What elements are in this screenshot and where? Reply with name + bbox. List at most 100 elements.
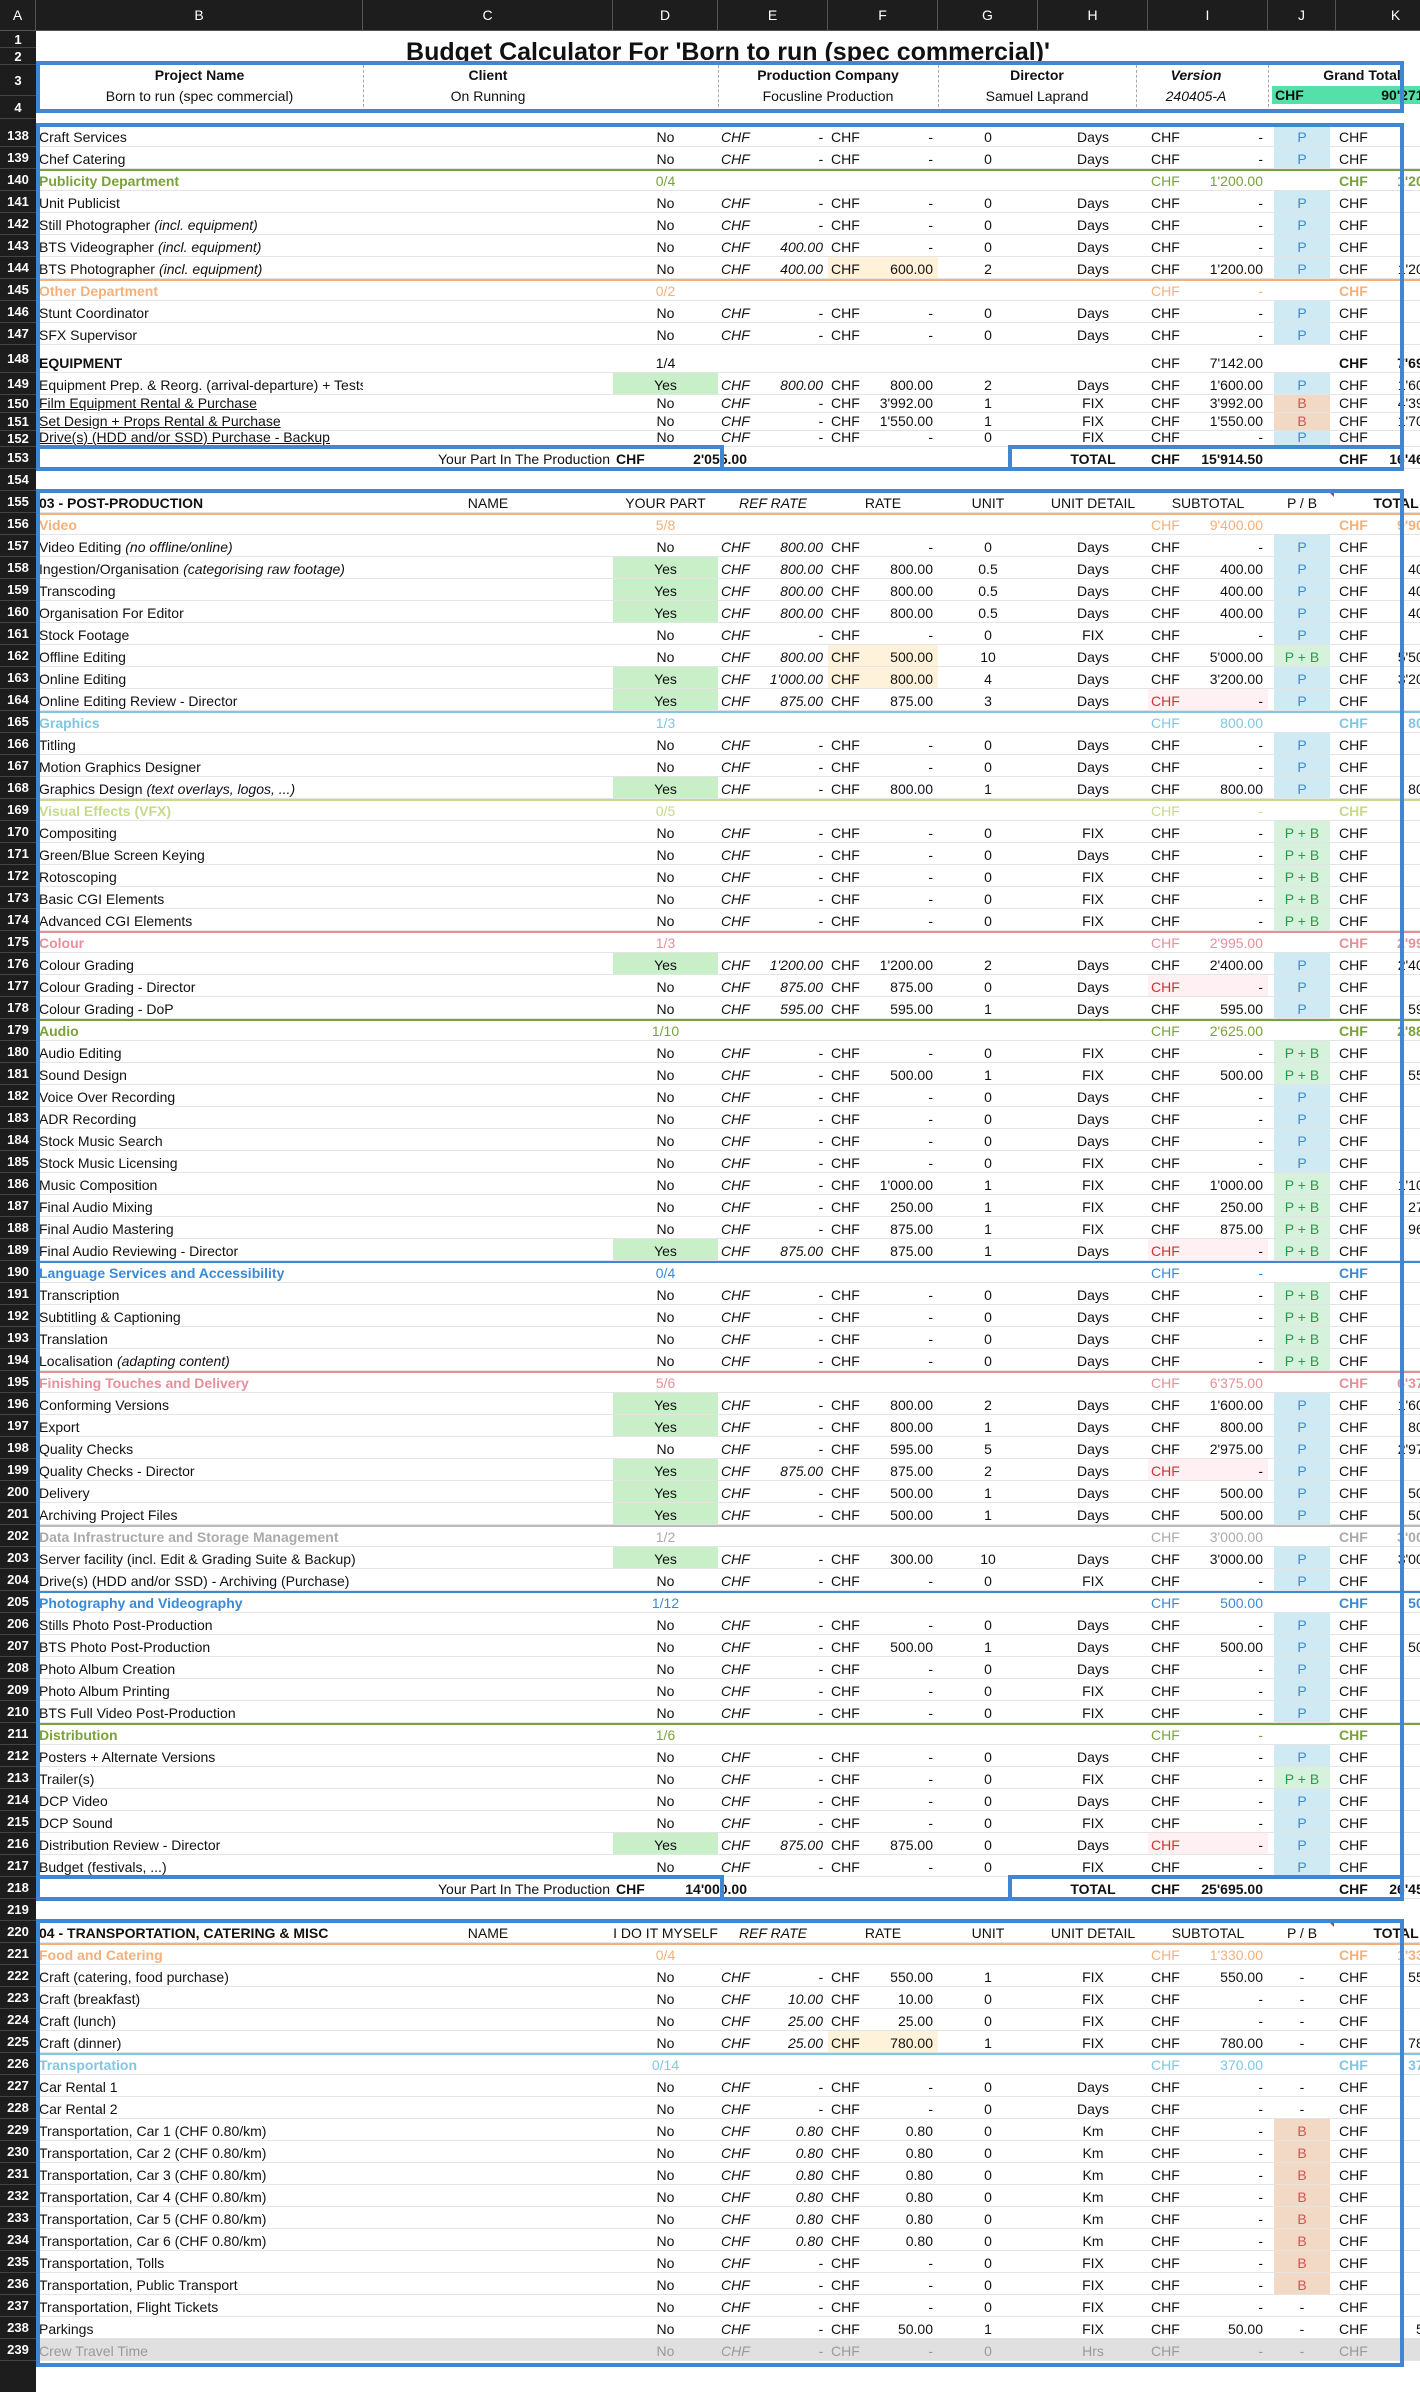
unit-cell[interactable]: 0 (984, 2211, 992, 2227)
row-number[interactable]: 200 (0, 1481, 36, 1503)
pb-cell[interactable]: P (1274, 191, 1330, 212)
pb-cell[interactable]: P (1274, 733, 1330, 754)
row-number[interactable]: 170 (0, 821, 36, 843)
unit-detail-cell[interactable]: Days (1077, 239, 1109, 255)
unit-detail-cell[interactable]: FIX (1082, 2035, 1104, 2051)
unit-detail-cell[interactable]: Days (1077, 1089, 1109, 1105)
unit-cell[interactable]: 1 (984, 1969, 992, 1985)
your-part-cell[interactable]: No (656, 1067, 675, 1083)
pb-cell[interactable]: P (1274, 601, 1330, 622)
pb-cell[interactable]: P (1274, 257, 1330, 278)
row-number[interactable]: 189 (0, 1239, 36, 1261)
unit-cell[interactable]: 0 (984, 1771, 992, 1787)
unit-detail-cell[interactable]: FIX (1082, 2299, 1104, 2315)
unit-detail-cell[interactable]: FIX (1082, 1155, 1104, 1171)
unit-detail-cell[interactable]: Days (1077, 2101, 1109, 2117)
pb-cell[interactable]: P + B (1274, 1239, 1330, 1260)
row-number[interactable]: 225 (0, 2031, 36, 2053)
pb-cell[interactable]: P (1274, 323, 1330, 344)
unit-cell[interactable]: 0 (984, 129, 992, 145)
row-number[interactable]: 144 (0, 257, 36, 279)
pb-cell[interactable]: P (1274, 1657, 1330, 1678)
your-part-cell[interactable]: No (656, 1221, 675, 1237)
unit-detail-cell[interactable]: Days (1077, 583, 1109, 599)
pb-cell[interactable]: P + B (1274, 1349, 1330, 1370)
row-number[interactable]: 167 (0, 755, 36, 777)
unit-cell[interactable]: 1 (984, 1243, 992, 1259)
unit-detail-cell[interactable]: Days (1077, 1639, 1109, 1655)
your-part-cell[interactable]: Yes (613, 777, 718, 798)
unit-cell[interactable]: 10 (980, 1551, 996, 1567)
row-number[interactable]: 173 (0, 887, 36, 909)
pb-cell[interactable]: P (1274, 1415, 1330, 1436)
unit-cell[interactable]: 0 (984, 1749, 992, 1765)
pb-cell[interactable]: P (1274, 1459, 1330, 1480)
pb-cell[interactable]: - (1299, 2343, 1305, 2359)
unit-detail-cell[interactable]: Days (1077, 151, 1109, 167)
row-number[interactable]: 162 (0, 645, 36, 667)
your-part-cell[interactable]: No (656, 1199, 675, 1215)
unit-cell[interactable]: 0 (984, 239, 992, 255)
your-part-cell[interactable]: No (656, 1573, 675, 1589)
unit-cell[interactable]: 1 (984, 1485, 992, 1501)
col-header-e[interactable]: E (718, 0, 828, 31)
unit-cell[interactable]: 0 (984, 2013, 992, 2029)
unit-detail-cell[interactable]: Days (1077, 1441, 1109, 1457)
row-number[interactable]: 217 (0, 1855, 36, 1877)
unit-detail-cell[interactable]: Days (1077, 759, 1109, 775)
pb-cell[interactable]: P (1274, 1107, 1330, 1128)
unit-detail-cell[interactable]: Days (1077, 1661, 1109, 1677)
unit-cell[interactable]: 1 (984, 1419, 992, 1435)
unit-detail-cell[interactable]: Days (1077, 1287, 1109, 1303)
your-part-cell[interactable]: No (656, 413, 675, 429)
unit-detail-cell[interactable]: Km (1082, 2145, 1104, 2161)
pb-cell[interactable]: P + B (1274, 843, 1330, 864)
unit-detail-cell[interactable]: Days (1077, 605, 1109, 621)
row-number[interactable]: 218 (0, 1877, 36, 1899)
unit-detail-cell[interactable]: FIX (1082, 1177, 1104, 1193)
pb-cell[interactable]: P (1274, 373, 1330, 394)
pb-cell[interactable]: B (1274, 2185, 1330, 2206)
unit-detail-cell[interactable]: Days (1077, 1793, 1109, 1809)
unit-cell[interactable]: 0 (984, 151, 992, 167)
your-part-cell[interactable]: No (656, 2299, 675, 2315)
row-number[interactable]: 199 (0, 1459, 36, 1481)
unit-detail-cell[interactable]: FIX (1082, 2255, 1104, 2271)
unit-detail-cell[interactable]: Days (1077, 1243, 1109, 1259)
pb-cell[interactable]: P (1274, 1569, 1330, 1590)
unit-cell[interactable]: 0 (984, 2233, 992, 2249)
pb-cell[interactable]: B (1274, 2141, 1330, 2162)
unit-detail-cell[interactable]: FIX (1082, 869, 1104, 885)
unit-detail-cell[interactable]: Days (1077, 1485, 1109, 1501)
row-number[interactable]: 139 (0, 147, 36, 169)
unit-cell[interactable]: 0 (984, 1683, 992, 1699)
your-part-cell[interactable]: No (656, 2079, 675, 2095)
row-number[interactable]: 156 (0, 513, 36, 535)
row-number[interactable]: 172 (0, 865, 36, 887)
your-part-cell[interactable]: No (656, 1859, 675, 1875)
your-part-cell[interactable]: No (656, 395, 675, 411)
row-number[interactable]: 181 (0, 1063, 36, 1085)
your-part-cell[interactable]: No (656, 1441, 675, 1457)
your-part-cell[interactable]: No (656, 2101, 675, 2117)
pb-cell[interactable]: B (1274, 395, 1330, 412)
unit-cell[interactable]: 0 (984, 2343, 992, 2359)
unit-cell[interactable]: 0 (984, 2299, 992, 2315)
your-part-cell[interactable]: No (656, 151, 675, 167)
unit-detail-cell[interactable]: Days (1077, 1617, 1109, 1633)
your-part-cell[interactable]: No (656, 129, 675, 145)
unit-detail-cell[interactable]: FIX (1082, 2013, 1104, 2029)
unit-cell[interactable]: 0 (984, 1331, 992, 1347)
unit-cell[interactable]: 0 (984, 1111, 992, 1127)
pb-cell[interactable]: P + B (1274, 1283, 1330, 1304)
row-number[interactable]: 188 (0, 1217, 36, 1239)
pb-cell[interactable]: P + B (1274, 1217, 1330, 1238)
pb-cell[interactable]: - (1299, 2035, 1305, 2051)
unit-detail-cell[interactable]: Km (1082, 2123, 1104, 2139)
unit-detail-cell[interactable]: FIX (1082, 395, 1104, 411)
row-number[interactable]: 149 (0, 373, 36, 395)
row-number[interactable]: 158 (0, 557, 36, 579)
unit-cell[interactable]: 1 (984, 1221, 992, 1237)
row-number[interactable]: 196 (0, 1393, 36, 1415)
row-number[interactable]: 2 (0, 48, 36, 65)
